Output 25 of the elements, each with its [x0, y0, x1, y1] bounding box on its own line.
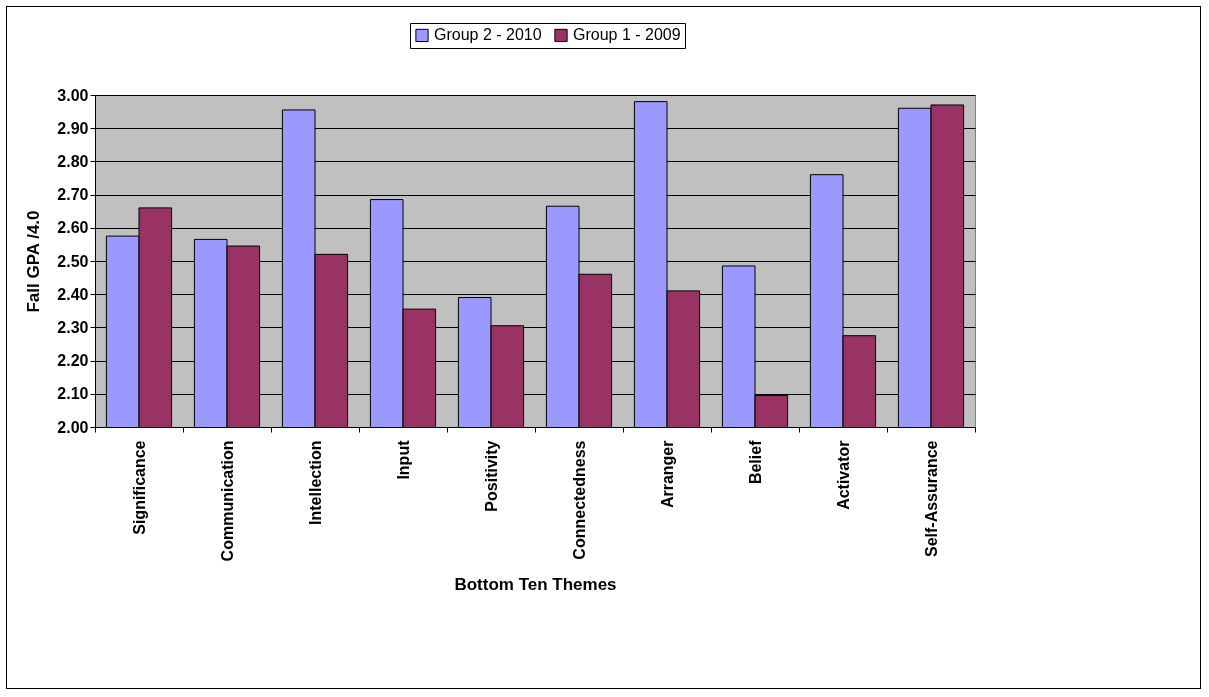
legend-label: Group 1 - 2009 [573, 26, 681, 44]
x-tick-label: Activator [834, 440, 852, 510]
y-axis-title: Fall GPA /4.0 [24, 210, 44, 313]
x-tick-label: Self-Assurance [922, 440, 940, 557]
x-tick-label: Belief [746, 439, 764, 485]
y-tick-label: 2.60 [57, 219, 89, 237]
y-tick-label: 2.80 [57, 152, 89, 170]
y-tick-label: 2.20 [57, 352, 89, 370]
x-tick-label: Arranger [658, 440, 676, 509]
x-tick-label: Positivity [482, 440, 500, 512]
x-tick-label: Input [394, 439, 412, 480]
y-tick-label: 2.70 [57, 186, 89, 204]
x-tick-label: Communication [218, 440, 236, 562]
y-tick-label: 3.00 [57, 86, 89, 104]
y-tick-label: 2.10 [57, 385, 89, 403]
y-tick-label: 2.40 [57, 285, 89, 303]
x-tick-label: Connectedness [570, 440, 588, 560]
x-tick-label: Significance [130, 440, 148, 535]
y-tick-label: 2.90 [57, 119, 89, 137]
y-tick-label: 2.00 [57, 418, 89, 436]
legend-label: Group 2 - 2010 [434, 26, 542, 44]
y-tick-label: 2.30 [57, 318, 89, 336]
x-axis-title: Bottom Ten Themes [454, 575, 617, 595]
x-tick-label: Intellection [306, 440, 324, 525]
y-tick-label: 2.50 [57, 252, 89, 270]
